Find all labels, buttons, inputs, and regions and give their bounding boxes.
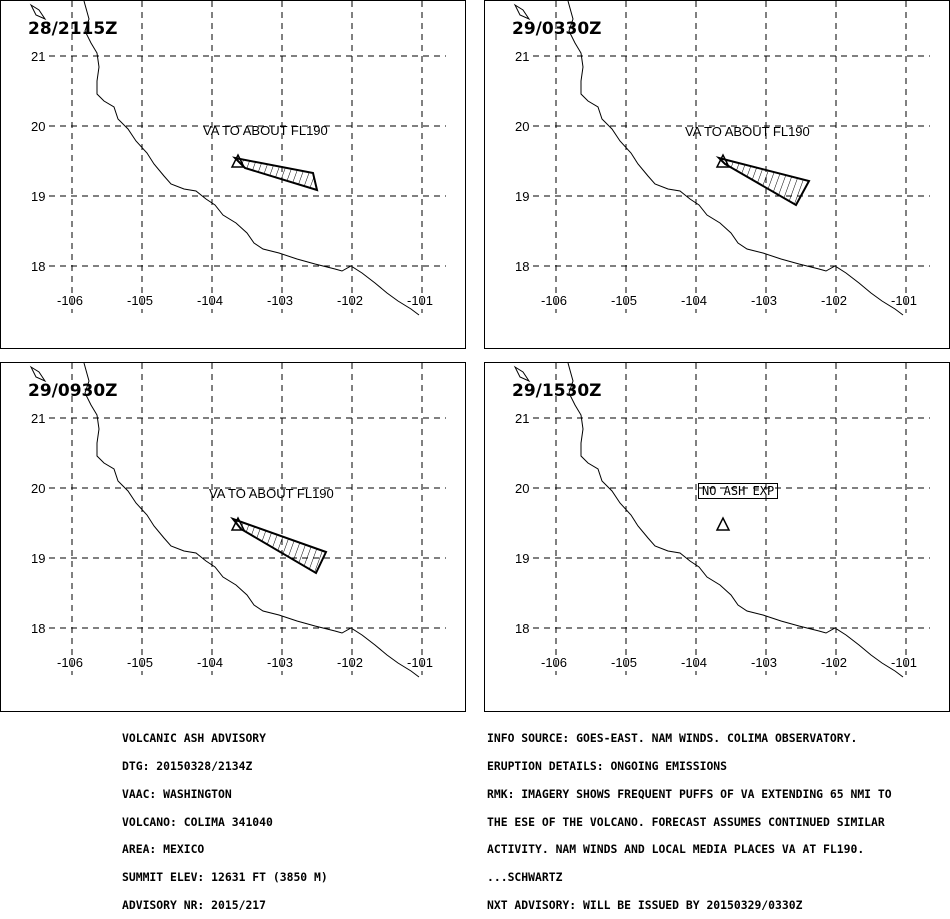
latitude-label: 19: [515, 551, 529, 566]
advisory-line: DTG: 20150328/2134Z: [122, 759, 253, 774]
advisory-line: ACTIVITY. NAM WINDS AND LOCAL MEDIA PLAC…: [487, 842, 865, 857]
latitude-label: 21: [31, 49, 45, 64]
longitude-label: -105: [127, 293, 153, 308]
map-canvas: 21 20 19 18 -106 -105 -104 -103 -102 -101: [29, 363, 446, 678]
forecast-panel-3: 21 20 19 18 -106 -105 -104 -103 -102 -101 29/0930…: [0, 362, 466, 712]
longitude-label: -106: [541, 293, 567, 308]
advisory-line: AREA: MEXICO: [122, 842, 205, 857]
forecast-time: 28/2115Z: [28, 19, 118, 39]
map-canvas: 21 20 19 18 -106 -105 -104 -103 -102 -101: [29, 1, 446, 316]
coastline: [83, 363, 420, 678]
longitude-label: -104: [681, 655, 707, 670]
coastline: [83, 1, 420, 316]
latitude-label: 21: [515, 411, 529, 426]
longitude-label: -103: [751, 655, 777, 670]
longitude-label: -103: [267, 293, 293, 308]
longitude-label: -105: [611, 293, 637, 308]
island-outline: [513, 365, 531, 383]
forecast-panel-2: 21 20 19 18 -106 -105 -104 -103 -102 -101 29/0330…: [484, 0, 950, 349]
latitude-label: 18: [31, 259, 45, 274]
advisory-line: SUMMIT ELEV: 12631 FT (3850 M): [122, 869, 328, 884]
island-outline: [29, 365, 47, 383]
advisory-line: INFO SOURCE: GOES-EAST. NAM WINDS. COLIM…: [487, 731, 858, 746]
latitude-label: 19: [31, 189, 45, 204]
advisory-line: NXT ADVISORY: WILL BE ISSUED BY 20150329…: [487, 897, 803, 912]
longitude-label: -102: [337, 293, 363, 308]
longitude-label: -101: [891, 293, 917, 308]
advisory-line: RMK: IMAGERY SHOWS FREQUENT PUFFS OF VA …: [487, 786, 892, 801]
advisory-line: ...SCHWARTZ: [487, 869, 563, 884]
advisory-line: VAAC: WASHINGTON: [122, 786, 232, 801]
latitude-label: 20: [515, 119, 529, 134]
longitude-label: -104: [197, 293, 223, 308]
advisory-header-text: VOLCANIC ASH ADVISORY DTG: 20150328/2134…: [122, 716, 328, 919]
forecast-time: 29/1530Z: [512, 381, 602, 401]
longitude-label: -101: [407, 655, 433, 670]
longitude-label: -104: [681, 293, 707, 308]
longitude-label: -102: [821, 293, 847, 308]
advisory-line: ADVISORY NR: 2015/217: [122, 897, 267, 912]
advisory-line: THE ESE OF THE VOLCANO. FORECAST ASSUMES…: [487, 814, 885, 829]
latitude-label: 18: [515, 621, 529, 636]
advisory-remarks-text: INFO SOURCE: GOES-EAST. NAM WINDS. COLIM…: [487, 716, 892, 919]
longitude-label: -101: [891, 655, 917, 670]
latitude-label: 21: [515, 49, 529, 64]
forecast-panel-4: 21 20 19 18 -106 -105 -104 -103 -102 -101 29/1530…: [484, 362, 950, 712]
volcano-icon: [715, 153, 731, 168]
latitude-label: 19: [31, 551, 45, 566]
ash-cloud-polygon: [231, 156, 319, 192]
longitude-label: -101: [407, 293, 433, 308]
latitude-label: 21: [31, 411, 45, 426]
ash-height-label: VA TO ABOUT FL190: [203, 123, 328, 138]
latitude-label: 20: [31, 481, 45, 496]
coastline: [567, 363, 904, 678]
island-outline: [513, 3, 531, 21]
ash-height-label: VA TO ABOUT FL190: [685, 124, 810, 139]
ash-cloud-polygon: [230, 516, 328, 575]
volcano-icon: [230, 153, 246, 168]
latitude-label: 20: [31, 119, 45, 134]
longitude-label: -103: [751, 293, 777, 308]
advisory-line: ERUPTION DETAILS: ONGOING EMISSIONS: [487, 759, 728, 774]
latitude-label: 18: [515, 259, 529, 274]
ash-cloud-polygon: [715, 156, 811, 207]
longitude-label: -102: [337, 655, 363, 670]
forecast-time: 29/0330Z: [512, 19, 602, 39]
longitude-label: -106: [541, 655, 567, 670]
no-ash-expected-box: NO ASH EXP: [698, 483, 779, 499]
advisory-line: VOLCANIC ASH ADVISORY: [122, 731, 267, 746]
coastline: [567, 1, 904, 316]
longitude-label: -105: [127, 655, 153, 670]
volcano-icon: [230, 516, 246, 531]
longitude-label: -105: [611, 655, 637, 670]
longitude-label: -106: [57, 293, 83, 308]
advisory-line: VOLCANO: COLIMA 341040: [122, 814, 273, 829]
latitude-label: 18: [31, 621, 45, 636]
volcano-icon: [715, 516, 731, 531]
map-canvas: 21 20 19 18 -106 -105 -104 -103 -102 -101: [513, 363, 930, 678]
longitude-label: -103: [267, 655, 293, 670]
forecast-time: 29/0930Z: [28, 381, 118, 401]
island-outline: [29, 3, 47, 21]
longitude-label: -102: [821, 655, 847, 670]
forecast-panel-1: 21 20 19 18 -106 -105 -104 -103 -102 -101 28/2115…: [0, 0, 466, 349]
longitude-label: -104: [197, 655, 223, 670]
latitude-label: 20: [515, 481, 529, 496]
latitude-label: 19: [515, 189, 529, 204]
ash-height-label: VA TO ABOUT FL190: [209, 486, 334, 501]
map-canvas: 21 20 19 18 -106 -105 -104 -103 -102 -101: [513, 1, 930, 316]
longitude-label: -106: [57, 655, 83, 670]
